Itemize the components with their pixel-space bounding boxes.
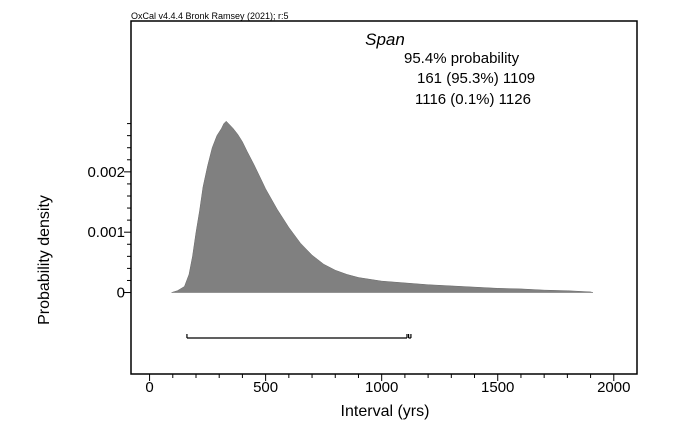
hpd-bracket bbox=[186, 334, 412, 339]
x-tick-label: 1500 bbox=[481, 379, 514, 396]
probability-heading: 95.4% probability bbox=[404, 50, 520, 67]
range-label-1: 161 (95.3%) 1109 bbox=[417, 70, 535, 87]
x-tick-label: 500 bbox=[253, 379, 278, 396]
density-area bbox=[171, 120, 593, 293]
y-axis: 0 0.001 0.002 bbox=[87, 123, 131, 302]
plot-frame bbox=[130, 20, 638, 375]
x-axis-title: Interval (yrs) bbox=[341, 403, 430, 420]
x-tick-label: 1000 bbox=[365, 379, 398, 396]
range-label-2: 1116 (0.1%) 1126 bbox=[415, 91, 531, 108]
hpd-range-1 bbox=[186, 334, 408, 339]
y-tick-label: 0.002 bbox=[87, 164, 125, 181]
oxcal-credit: OxCal v4.4.4 Bronk Ramsey (2021); r:5 bbox=[131, 11, 289, 21]
y-axis-title: Probability density bbox=[36, 195, 53, 325]
y-tick-label: 0.001 bbox=[87, 224, 125, 241]
y-tick-label: 0 bbox=[117, 285, 125, 302]
chart-title: Span bbox=[365, 30, 405, 49]
x-tick-label: 0 bbox=[145, 379, 153, 396]
hpd-range-2 bbox=[408, 334, 412, 339]
x-tick-label: 2000 bbox=[597, 379, 630, 396]
x-axis: 0 500 1000 1500 2000 bbox=[145, 374, 630, 396]
